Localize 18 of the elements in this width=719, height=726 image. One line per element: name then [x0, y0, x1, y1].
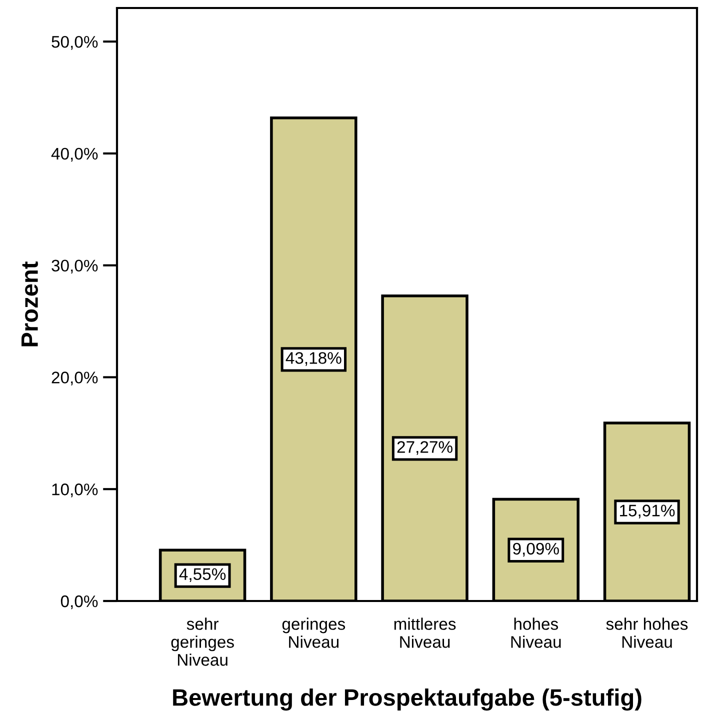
x-tick-label: geringes Niveau	[282, 618, 346, 648]
y-tick-label: 20,0%	[52, 372, 98, 386]
data-label: 9,09%	[513, 542, 559, 557]
x-tick-label: sehr geringes Niveau	[171, 618, 234, 666]
y-tick-label: 40,0%	[51, 148, 98, 162]
y-tick-label: 10,0%	[52, 484, 98, 498]
x-tick-label: mittleres Niveau	[394, 618, 456, 648]
y-tick-label: 50,0%	[52, 36, 98, 50]
y-axis-title: Prozent	[22, 261, 38, 346]
data-label: 15,91%	[620, 504, 675, 518]
x-tick-label: sehr hohes Niveau	[606, 618, 688, 648]
x-tick-label: hohes Niveau	[511, 618, 561, 648]
y-tick-label: 0,0%	[60, 595, 98, 610]
data-label: 27,27%	[397, 441, 452, 455]
x-axis-title: Bewertung der Prospektaufgabe (5-stufig)	[173, 688, 642, 711]
y-tick-label: 30,0%	[52, 260, 98, 274]
data-label: 4,55%	[179, 568, 226, 582]
data-label: 43,18%	[286, 352, 342, 366]
